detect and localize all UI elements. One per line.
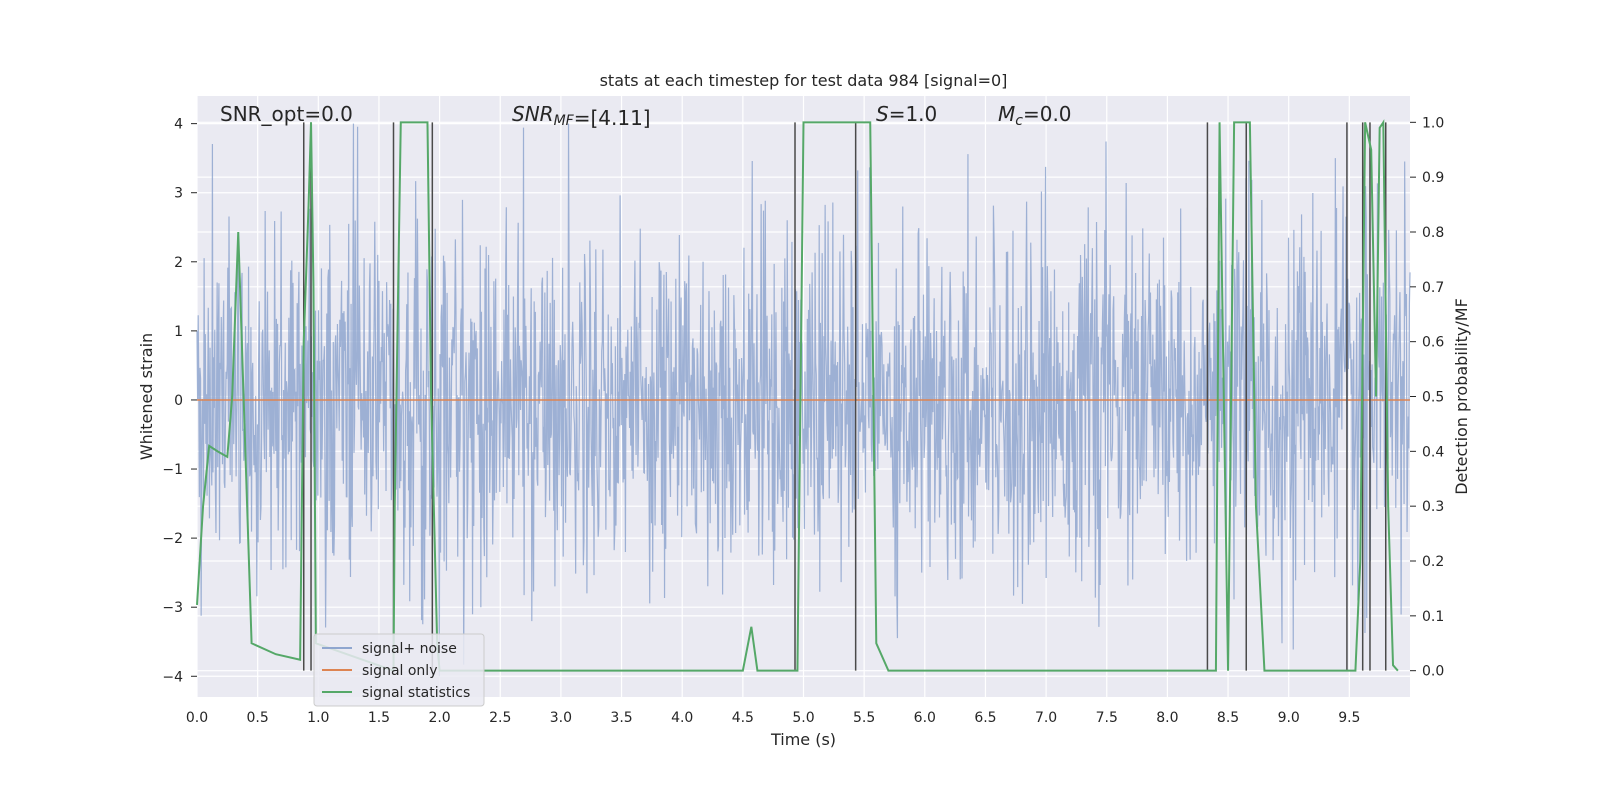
- x-tick-label: 1.0: [307, 710, 329, 726]
- y-tick-label: −4: [162, 669, 183, 685]
- y-axis-title: Whitened strain: [137, 333, 156, 460]
- annotation-text: SNRMF=[4.11]: [512, 102, 651, 130]
- x-tick-label: 0.0: [186, 710, 208, 726]
- y2-tick-label: 1.0: [1422, 115, 1444, 131]
- x-tick-label: 9.5: [1338, 710, 1360, 726]
- x-tick-label: 6.0: [914, 710, 936, 726]
- y-tick-label: 4: [174, 117, 183, 133]
- y2-tick-label: 0.3: [1422, 499, 1444, 515]
- annotation-text: S=1.0: [876, 102, 937, 126]
- legend: signal+ noise signal only signal statistic…: [313, 633, 485, 707]
- y2-tick-label: 0.9: [1422, 170, 1444, 186]
- series-signal-statistics: [196, 119, 1399, 673]
- y2-tick-label: 0.7: [1422, 280, 1444, 296]
- y2-axis-title: Detection probability/MF: [1452, 298, 1471, 495]
- x-tick-label: 9.0: [1278, 710, 1300, 726]
- y2-tick-label: 0.6: [1422, 335, 1444, 351]
- y2-tick-label: 0.5: [1422, 390, 1444, 406]
- x-tick-label: 4.0: [671, 710, 693, 726]
- signal-statistics-line: [196, 119, 1399, 673]
- legend-label: signal statistics: [362, 685, 470, 701]
- y2-tick-label: 0.8: [1422, 225, 1444, 241]
- x-tick-label: 0.5: [247, 710, 269, 726]
- chart-title: stats at each timestep for test data 984…: [600, 71, 1008, 90]
- x-tick-label: 3.0: [550, 710, 572, 726]
- y2-tick-label: 0.1: [1422, 609, 1444, 625]
- annotation-text: SNR_opt=0.0: [220, 102, 353, 126]
- legend-frame: [313, 633, 485, 707]
- y2-tick-label: 0.0: [1422, 664, 1444, 680]
- x-axis-title: Time (s): [770, 730, 836, 749]
- y-tick-label: −2: [162, 531, 183, 547]
- detection-vertical-lines: [302, 122, 1387, 671]
- axes: 0.0 0.5 1.0 1.5 2.0 2.5 3.0 3.5 4.0 4.5 5.0 5.5 6.0 6…: [162, 115, 1444, 726]
- annotation-text: Mc=0.0: [998, 102, 1072, 129]
- y-tick-label: 0: [174, 393, 183, 409]
- x-tick-label: 2.5: [489, 710, 511, 726]
- y-tick-label: 2: [174, 255, 183, 271]
- x-tick-label: 1.5: [368, 710, 390, 726]
- x-tick-label: 6.5: [974, 710, 996, 726]
- y-tick-label: −3: [162, 600, 183, 616]
- x-tick-label: 3.5: [610, 710, 632, 726]
- x-tick-label: 4.5: [732, 710, 754, 726]
- x-tick-label: 8.5: [1217, 710, 1239, 726]
- annotations: SNR_opt=0.0 SNRMF=[4.11] S=1.0 Mc=0.0: [220, 102, 1072, 130]
- y2-tick-label: 0.2: [1422, 554, 1444, 570]
- y-tick-label: −1: [162, 462, 183, 478]
- y2-tick-label: 0.4: [1422, 444, 1444, 460]
- x-tick-label: 5.0: [792, 710, 814, 726]
- x-tick-label: 7.0: [1035, 710, 1057, 726]
- y-tick-label: 1: [174, 324, 183, 340]
- x-tick-label: 8.0: [1156, 710, 1178, 726]
- legend-label: signal+ noise: [362, 641, 457, 657]
- y-tick-label: 3: [174, 186, 183, 202]
- x-tick-label: 5.5: [853, 710, 875, 726]
- legend-label: signal only: [362, 663, 437, 679]
- x-tick-label: 7.5: [1096, 710, 1118, 726]
- x-tick-label: 2.0: [428, 710, 450, 726]
